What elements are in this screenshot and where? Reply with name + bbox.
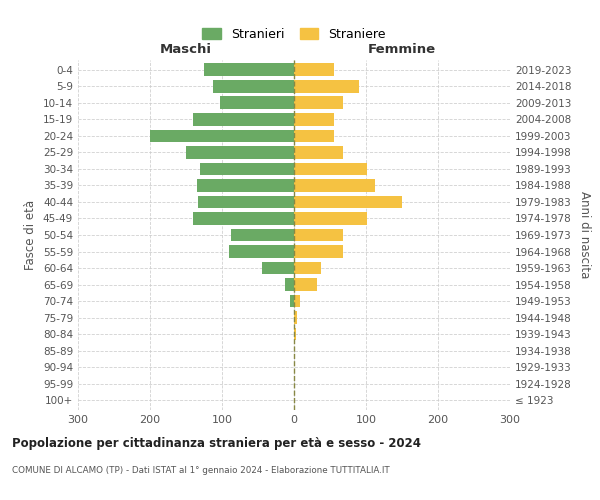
Bar xyxy=(294,113,334,126)
Bar xyxy=(198,196,294,208)
Bar xyxy=(214,80,294,93)
Bar xyxy=(220,96,294,110)
Bar xyxy=(294,311,297,324)
Bar xyxy=(229,245,294,258)
Bar xyxy=(200,162,294,175)
Bar xyxy=(294,96,343,110)
Bar xyxy=(294,130,334,142)
Bar xyxy=(294,328,296,340)
Bar xyxy=(193,113,294,126)
Bar xyxy=(197,179,294,192)
Bar xyxy=(150,130,294,142)
Bar xyxy=(286,278,294,291)
Bar xyxy=(294,146,343,159)
Text: Maschi: Maschi xyxy=(160,43,212,56)
Bar xyxy=(294,80,359,93)
Bar xyxy=(294,294,301,308)
Bar xyxy=(294,162,367,175)
Bar xyxy=(294,179,374,192)
Bar xyxy=(294,262,322,274)
Legend: Stranieri, Straniere: Stranieri, Straniere xyxy=(199,24,389,45)
Text: Femmine: Femmine xyxy=(368,43,436,56)
Text: COMUNE DI ALCAMO (TP) - Dati ISTAT al 1° gennaio 2024 - Elaborazione TUTTITALIA.: COMUNE DI ALCAMO (TP) - Dati ISTAT al 1°… xyxy=(12,466,390,475)
Text: Popolazione per cittadinanza straniera per età e sesso - 2024: Popolazione per cittadinanza straniera p… xyxy=(12,438,421,450)
Bar xyxy=(262,262,294,274)
Bar xyxy=(294,212,367,225)
Bar xyxy=(290,294,294,308)
Bar xyxy=(186,146,294,159)
Bar xyxy=(294,278,317,291)
Bar xyxy=(204,64,294,76)
Y-axis label: Fasce di età: Fasce di età xyxy=(25,200,37,270)
Bar xyxy=(294,245,343,258)
Bar xyxy=(294,228,343,241)
Bar xyxy=(294,196,402,208)
Bar xyxy=(294,64,334,76)
Bar xyxy=(230,228,294,241)
Y-axis label: Anni di nascita: Anni di nascita xyxy=(578,192,591,278)
Bar xyxy=(193,212,294,225)
